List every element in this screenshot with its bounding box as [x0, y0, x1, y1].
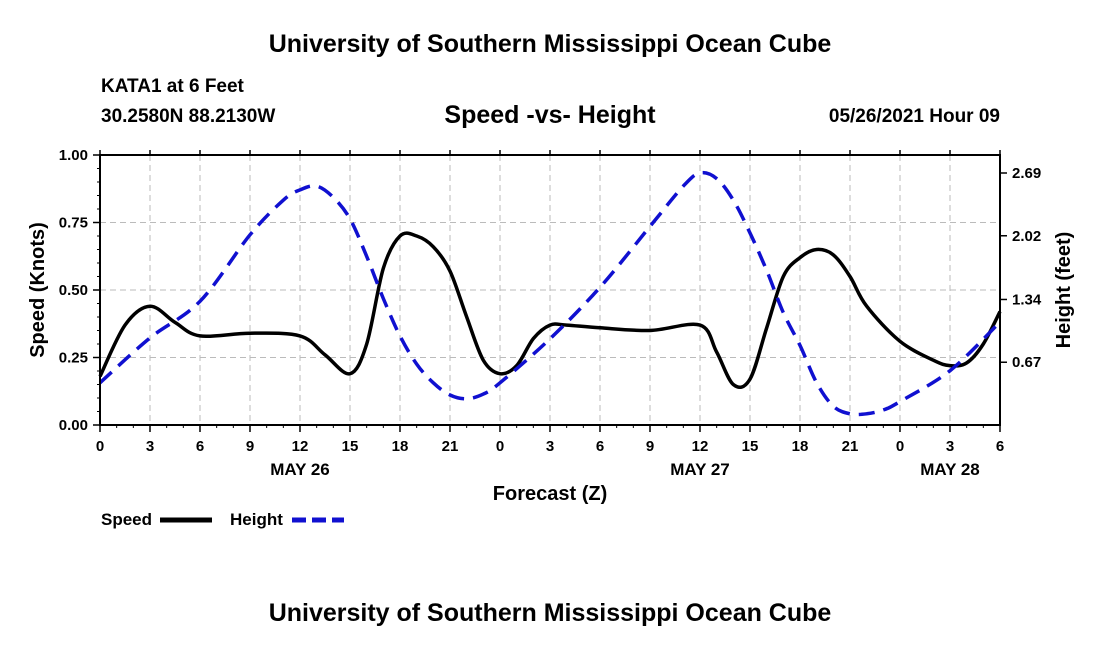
- y2-tick-label: 1.34: [1012, 291, 1042, 308]
- x-tick-label: 15: [342, 438, 359, 455]
- y-tick-label: 0.25: [59, 350, 88, 367]
- series-line-speed: [98, 231, 1002, 390]
- x-tick-label: 0: [96, 438, 104, 455]
- forecast-datetime: 05/26/2021 Hour 09: [828, 106, 1000, 127]
- date-label: MAY 26: [270, 460, 330, 479]
- y-tick-label: 0.50: [59, 282, 88, 299]
- grid-lines: [100, 155, 1000, 425]
- footer-title: University of Southern Mississippi Ocean…: [268, 599, 832, 627]
- x-tick-label: 12: [292, 438, 309, 455]
- legend-label-height: Height: [230, 510, 283, 529]
- x-tick-label: 0: [896, 438, 904, 455]
- y2-axis-title: Height (feet): [1053, 232, 1075, 349]
- x-tick-label: 3: [546, 438, 554, 455]
- x-tick-label: 6: [596, 438, 604, 455]
- coordinates-label: 30.2580N 88.2130W: [101, 106, 276, 127]
- series-layer: [98, 170, 1002, 417]
- legend-label-speed: Speed: [101, 510, 152, 529]
- y-tick-label: 0.00: [59, 417, 88, 434]
- x-tick-label: 21: [842, 438, 859, 455]
- x-tick-label: 6: [196, 438, 204, 455]
- chart-title: Speed -vs- Height: [444, 101, 656, 129]
- date-label: MAY 27: [670, 460, 730, 479]
- x-tick-label: 9: [646, 438, 654, 455]
- x-tick-label: 18: [792, 438, 809, 455]
- x-tick-label: 21: [442, 438, 459, 455]
- axis-labels: 0 3 6 9 12 15 18 21 0 3 6 9 12 15 18 21 0 3 6 0.00 0.25 0.50 0…: [27, 147, 1075, 505]
- x-tick-label: 3: [146, 438, 154, 455]
- x-tick-label: 6: [996, 438, 1004, 455]
- header-title: University of Southern Mississippi Ocean…: [268, 30, 832, 58]
- y-axis-title: Speed (Knots): [27, 222, 49, 358]
- x-axis-title: Forecast (Z): [493, 483, 607, 505]
- axis-ticks: [93, 150, 1007, 432]
- x-tick-label: 15: [742, 438, 759, 455]
- station-label: KATA1 at 6 Feet: [101, 76, 244, 97]
- x-tick-label: 9: [246, 438, 254, 455]
- y2-tick-label: 2.69: [1012, 165, 1041, 182]
- legend: Speed Height: [101, 510, 344, 529]
- y-tick-label: 1.00: [59, 147, 88, 164]
- date-label: MAY 28: [920, 460, 980, 479]
- y2-tick-label: 0.67: [1012, 354, 1041, 371]
- x-tick-label: 12: [692, 438, 709, 455]
- x-tick-label: 18: [392, 438, 409, 455]
- y-tick-label: 0.75: [59, 215, 88, 232]
- y2-tick-label: 2.02: [1012, 228, 1041, 245]
- x-tick-label: 0: [496, 438, 504, 455]
- x-tick-label: 3: [946, 438, 954, 455]
